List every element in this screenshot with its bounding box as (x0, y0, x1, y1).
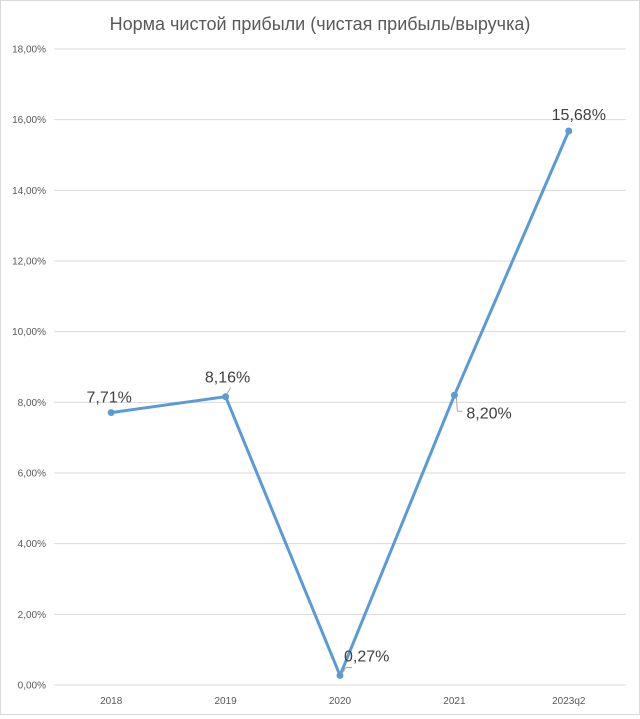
x-tick-label: 2019 (214, 696, 237, 707)
y-tick-label: 18,00% (12, 45, 46, 56)
x-axis-ticks: 2018 2019 2020 2021 2023q2 (100, 696, 586, 707)
x-tick-label: 2021 (443, 696, 466, 707)
chart-title: Норма чистой прибыли (чистая прибыль/выр… (110, 14, 531, 34)
y-tick-label: 6,00% (18, 469, 46, 480)
y-tick-label: 12,00% (12, 257, 46, 268)
data-point (222, 393, 230, 401)
data-point (565, 127, 573, 135)
y-tick-label: 14,00% (12, 186, 46, 197)
y-tick-label: 2,00% (18, 610, 46, 621)
series-layer (107, 127, 573, 679)
label-leader (226, 387, 232, 395)
y-tick-label: 16,00% (12, 115, 46, 126)
x-tick-label: 2023q2 (552, 696, 586, 707)
data-point (450, 391, 458, 399)
y-tick-label: 8,00% (18, 398, 46, 409)
y-tick-label: 4,00% (18, 539, 46, 550)
data-point (336, 671, 344, 679)
data-label: 15,68% (552, 107, 606, 124)
data-label: 7,71% (87, 390, 132, 407)
data-labels: 7,71% 8,16% 0,27% 8,20% 15,68% (87, 107, 606, 674)
x-tick-label: 2018 (100, 696, 123, 707)
label-leader (341, 667, 347, 674)
data-label: 8,16% (205, 370, 250, 387)
series-line (109, 129, 571, 677)
x-tick-label: 2020 (329, 696, 352, 707)
data-point (107, 409, 115, 417)
gridlines (54, 48, 626, 686)
data-label: 0,27% (344, 648, 389, 665)
data-label: 8,20% (466, 405, 511, 422)
y-tick-label: 0,00% (18, 681, 46, 692)
y-tick-label: 10,00% (12, 327, 46, 338)
y-axis-ticks: 0,00% 2,00% 4,00% 6,00% 8,00% 10,00% 12,00% 14,… (12, 45, 46, 692)
label-leader (455, 397, 458, 412)
